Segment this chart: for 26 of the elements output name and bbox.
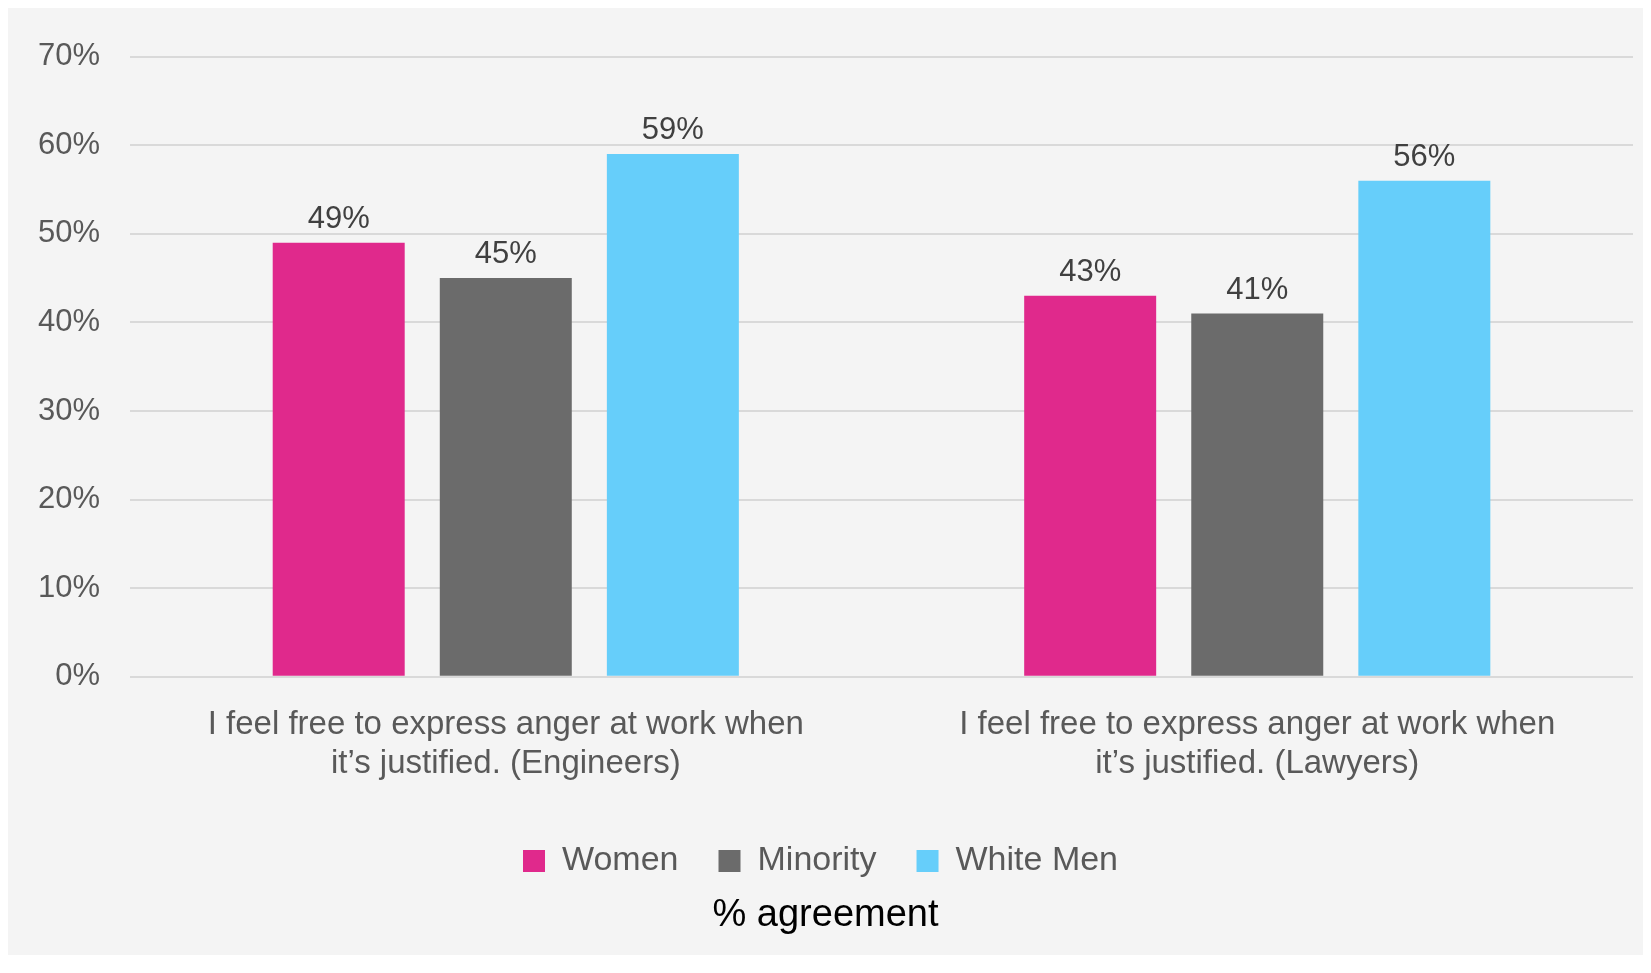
x-tick-label: I feel free to express anger at work when it’s justified. (Lawyers) xyxy=(959,703,1556,781)
legend-label: Women xyxy=(561,839,679,878)
x-axis-title: % agreement xyxy=(711,891,940,936)
legend-label: White Men xyxy=(955,839,1119,878)
data-label: 56% xyxy=(1393,137,1456,173)
bar xyxy=(1358,180,1491,676)
data-label: 49% xyxy=(307,199,370,235)
y-tick-label: 50% xyxy=(38,214,101,250)
y-tick-label: 30% xyxy=(38,391,101,427)
bar xyxy=(606,154,739,676)
y-tick-label: 10% xyxy=(38,568,101,604)
bar xyxy=(1024,295,1157,676)
x-tick-label: I feel free to express anger at work when it’s justified. (Engineers) xyxy=(207,703,804,781)
y-tick-label: 20% xyxy=(38,480,101,516)
bar xyxy=(272,242,405,676)
bar xyxy=(1191,313,1324,676)
legend-label: Minority xyxy=(757,839,877,878)
y-tick-label: 60% xyxy=(38,125,101,161)
y-tick-label: 70% xyxy=(38,37,101,73)
data-label: 41% xyxy=(1226,270,1289,306)
data-label: 45% xyxy=(474,235,537,271)
y-tick-label: 0% xyxy=(55,657,101,693)
data-label: 59% xyxy=(641,111,704,147)
bar xyxy=(439,278,572,676)
y-tick-label: 40% xyxy=(38,302,101,338)
data-label: 43% xyxy=(1059,252,1122,288)
